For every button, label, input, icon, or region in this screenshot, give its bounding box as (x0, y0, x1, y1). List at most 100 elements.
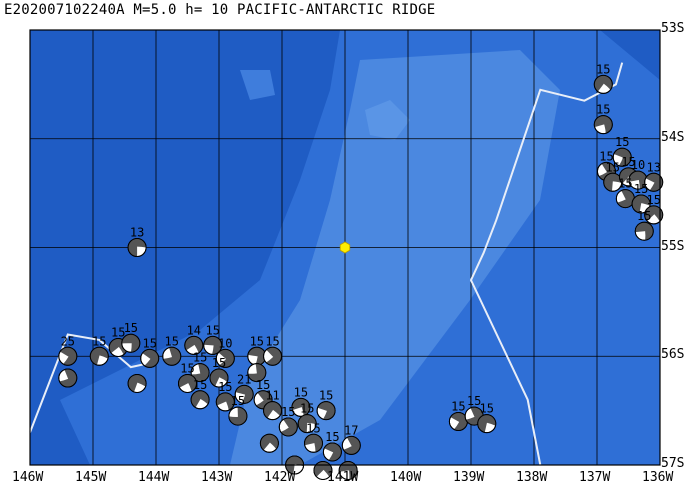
focal-mechanism: 15 (644, 193, 664, 225)
lon-label: 136W (642, 470, 674, 485)
focal-mechanism: 15 (278, 405, 298, 437)
plate-boundary-west (29, 333, 157, 433)
depth-label: 15 (205, 323, 219, 337)
focal-mechanism: 15 (593, 62, 613, 94)
depth-label: 15 (634, 182, 648, 196)
depth-label: 13 (130, 226, 144, 240)
focal-mechanism: 15 (612, 135, 632, 167)
focal-mechanism: 15 (247, 334, 267, 366)
depth-label: 10 (631, 158, 645, 172)
focal-mechanism: 15 (448, 400, 468, 431)
focal-mechanism: 15 (190, 378, 210, 410)
focal-mechanism (338, 460, 358, 480)
lon-label: 143W (201, 470, 233, 485)
depth-label: 15 (306, 421, 320, 435)
focal-mechanism: 10 (628, 158, 648, 190)
depth-label: 11 (265, 389, 279, 403)
focal-mechanism: 15 (228, 394, 248, 426)
depth-label: 21 (237, 372, 251, 386)
depth-label: 15 (180, 361, 194, 375)
depth-label: 15 (618, 177, 632, 191)
depth-label: 10 (218, 336, 232, 350)
focal-mechanism: 13 (127, 226, 147, 257)
lon-label: 146W (12, 470, 44, 485)
focal-mechanism: 15 (178, 361, 197, 393)
depth-label: 15 (606, 160, 620, 174)
depth-label: 15 (294, 385, 308, 399)
seamount (365, 100, 410, 140)
ocean-ridge-crest (230, 50, 560, 465)
focal-mechanism: 15 (263, 334, 283, 366)
depth-label: 15 (451, 400, 465, 414)
focal-mechanism (259, 433, 279, 453)
depth-label: 13 (646, 160, 660, 174)
focal-mechanism: 15 (304, 421, 323, 453)
depth-label: 15 (596, 62, 610, 76)
lat-label: 54S (661, 129, 685, 145)
focal-mechanism: 15 (190, 351, 210, 383)
focal-mechanism: 15 (634, 209, 654, 241)
focal-mechanism (127, 373, 147, 393)
seamount-west (240, 70, 275, 100)
lon-label: 145W (75, 470, 107, 485)
focal-mechanism: 15 (322, 430, 342, 462)
lat-label: 55S (661, 238, 685, 254)
map-title: E202007102240A M=5.0 h= 10 PACIFIC-ANTAR… (4, 2, 436, 18)
focal-mechanism: 15 (89, 334, 109, 366)
epicenter-marker[interactable] (339, 241, 351, 254)
depth-label: 15 (281, 405, 295, 419)
focal-mechanism: 15 (615, 177, 635, 209)
focal-mechanism: 17 (341, 423, 361, 455)
depth-label: 15 (256, 378, 270, 392)
focal-mechanism: 15 (209, 356, 229, 388)
lon-label: 140W (390, 470, 422, 485)
depth-label: 25 (61, 334, 75, 348)
focal-mechanism: 15 (596, 149, 616, 181)
depth-label: 15 (300, 402, 314, 416)
focal-mechanism (247, 363, 267, 383)
focal-mechanism: 25 (58, 334, 78, 366)
focal-mechanism: 11 (263, 389, 283, 421)
depth-label: 15 (319, 389, 333, 403)
depth-label: 15 (637, 209, 651, 223)
focal-mechanism: 15 (291, 385, 311, 417)
depth-label: 14 (187, 323, 201, 337)
depth-label: 15 (231, 394, 245, 408)
map-frame (29, 29, 661, 466)
lon-label: 141W (327, 470, 359, 485)
depth-label: 15 (599, 149, 613, 163)
depth-label: 15 (193, 351, 207, 365)
lon-label: 139W (453, 470, 485, 485)
focal-mechanism: 14 (184, 323, 204, 355)
lon-label: 138W (516, 470, 548, 485)
focal-mechanism: 15 (253, 378, 273, 410)
lat-label: 56S (661, 347, 685, 363)
focal-mechanism: 15 (316, 389, 336, 421)
depth-label: 15 (646, 193, 660, 207)
depth-label: 15 (212, 356, 226, 370)
focal-mechanism: 15 (297, 402, 317, 434)
focal-mechanism: 15 (477, 402, 497, 434)
lon-label: 142W (264, 470, 296, 485)
depth-label: 15 (621, 155, 635, 169)
focal-mechanism: 15 (140, 336, 160, 368)
depth-label: 15 (142, 336, 156, 350)
depth-label: 15 (325, 430, 339, 444)
focal-mechanism: 15 (631, 182, 651, 214)
depth-label: 15 (193, 378, 207, 392)
lon-label: 144W (138, 470, 170, 485)
lon-label: 137W (579, 470, 611, 485)
depth-label: 15 (124, 321, 138, 335)
depth-label: 15 (218, 380, 232, 394)
focal-mechanism: 15 (215, 380, 235, 412)
depth-label: 15 (265, 334, 279, 348)
epicenter-layer (339, 241, 351, 254)
depth-label: 15 (596, 103, 610, 117)
focal-mechanism: 15 (593, 103, 613, 135)
focal-mechanism: 15 (121, 321, 141, 353)
focal-mechanism: 15 (203, 323, 223, 355)
depth-label: 15 (250, 334, 264, 348)
depth-label: 15 (615, 135, 629, 149)
